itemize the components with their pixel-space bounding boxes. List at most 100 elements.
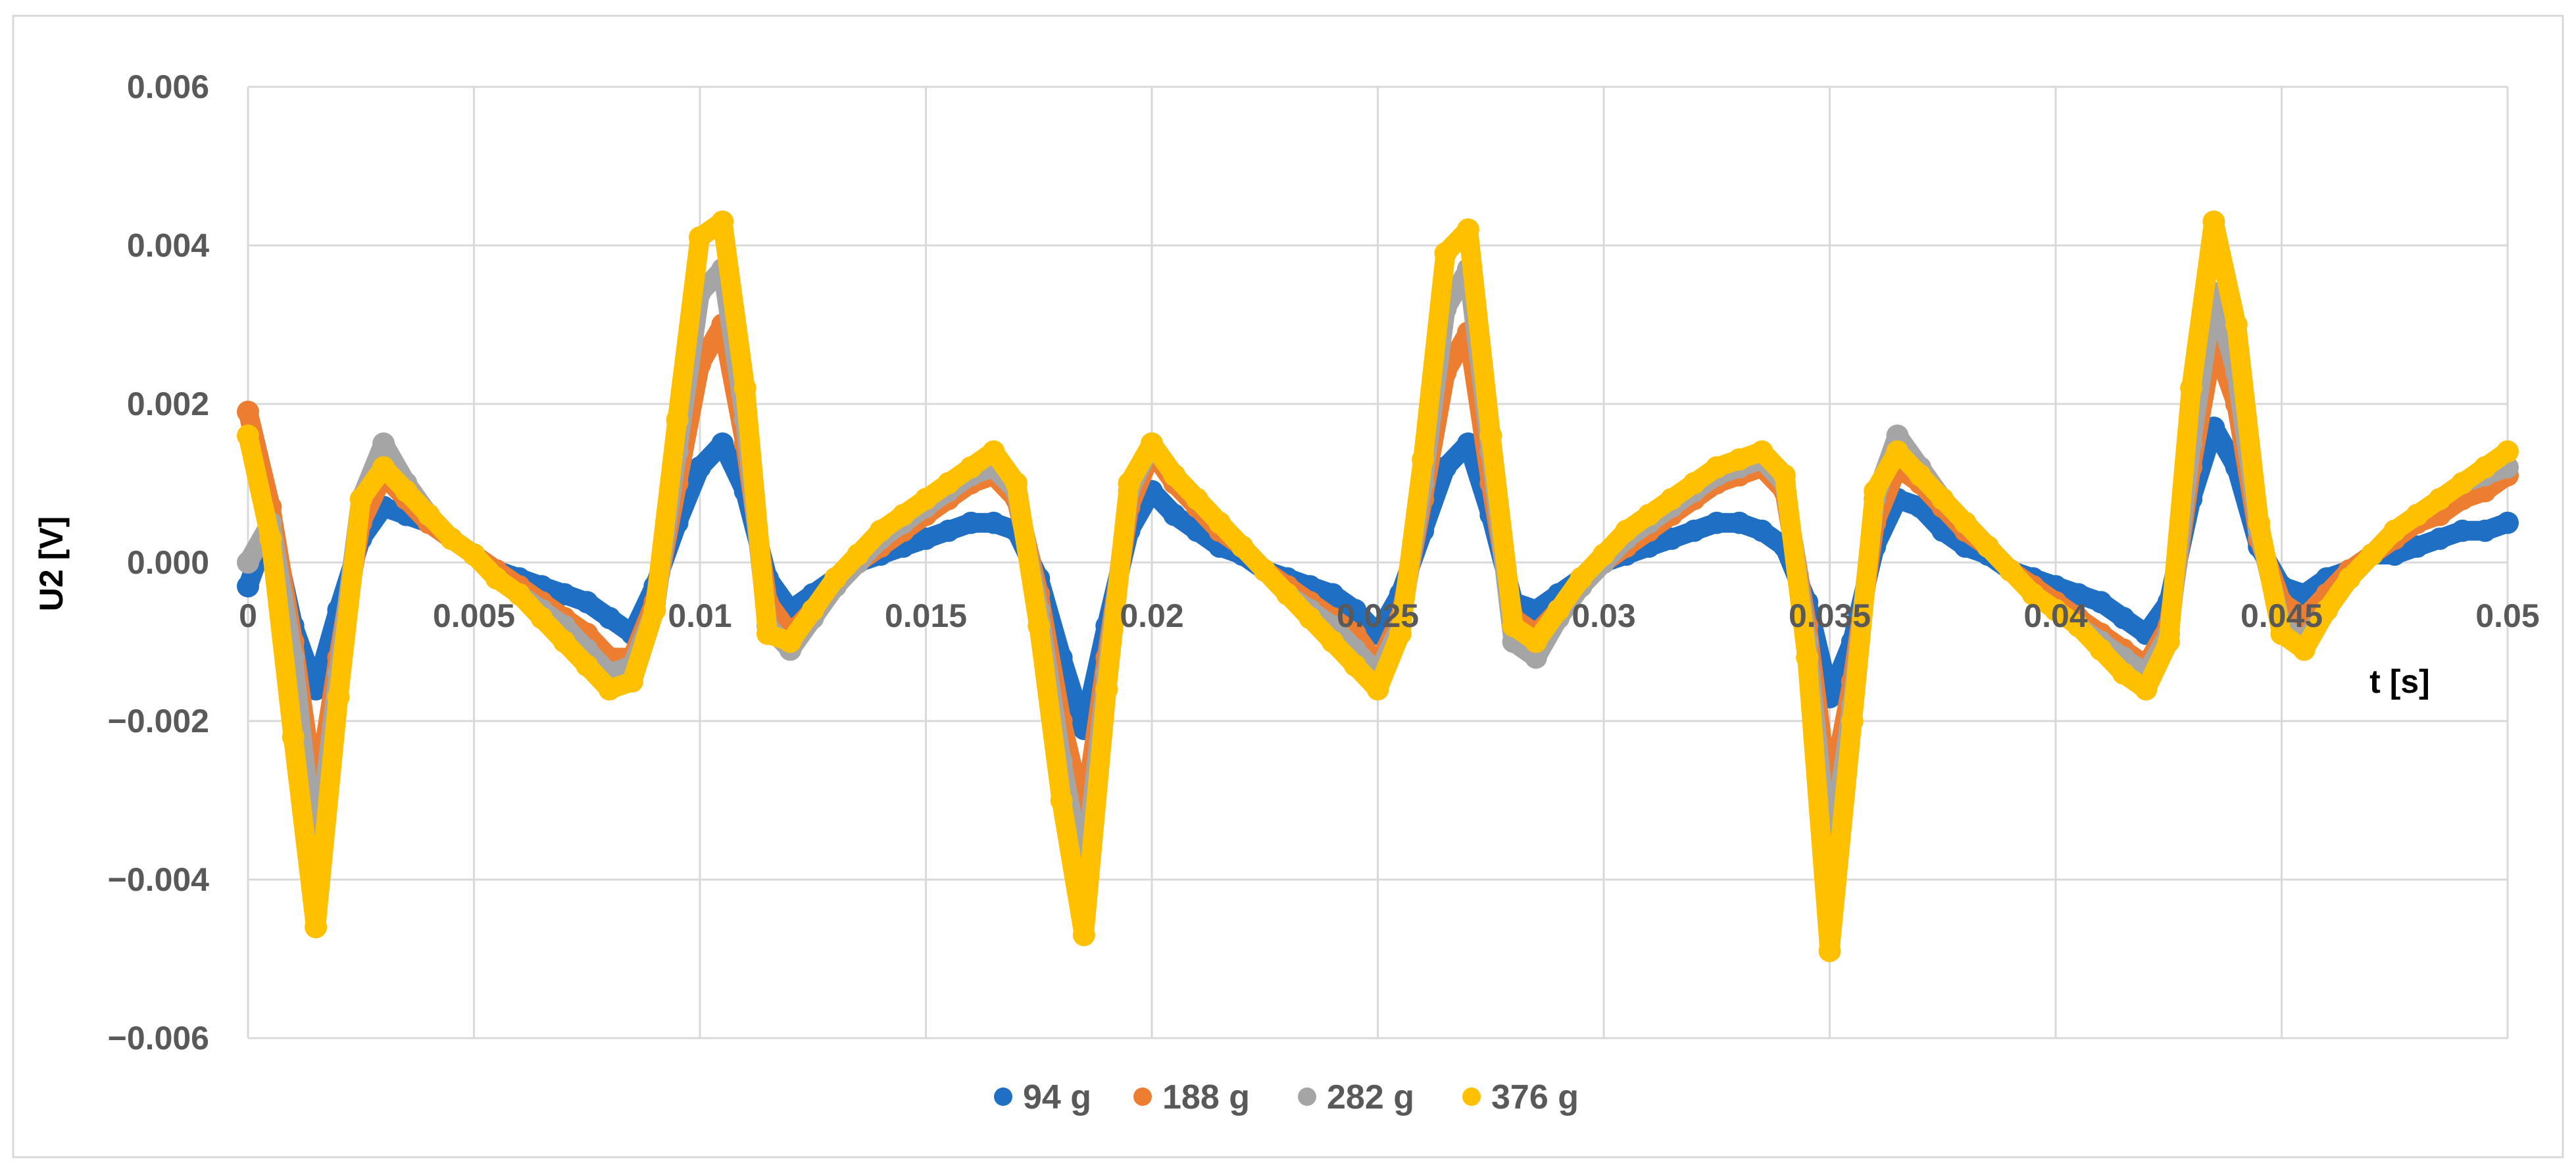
data-point [2021, 583, 2044, 606]
data-point [349, 487, 372, 511]
x-tick-label: 0.03 [1572, 597, 1635, 634]
data-point [1637, 503, 1660, 526]
data-point [982, 440, 1005, 463]
data-point [1570, 567, 1593, 590]
data-point [2112, 607, 2135, 630]
data-point [1050, 789, 1073, 812]
data-point [937, 472, 960, 495]
data-point [1276, 583, 1299, 606]
data-point [395, 480, 418, 503]
data-point [2316, 599, 2339, 622]
data-point [2451, 472, 2474, 495]
data-point [801, 599, 824, 622]
series-4 [237, 210, 2519, 962]
data-point [1728, 511, 1751, 534]
data-point [1796, 646, 1819, 669]
data-point [2406, 503, 2429, 526]
grid [247, 86, 2509, 1039]
data-point [824, 567, 847, 590]
data-point [756, 622, 779, 645]
data-point [237, 575, 259, 598]
data-point [621, 670, 643, 693]
data-point [1818, 939, 1841, 962]
y-axis-ticks: −0.006 −0.004 −0.002 0.000 0.002 0.004 0.006 [108, 68, 210, 1057]
legend-label: 376 g [1491, 1078, 1579, 1116]
data-point [869, 519, 892, 542]
legend-marker [1298, 1087, 1316, 1106]
data-point [779, 630, 802, 653]
data-point [1660, 487, 1683, 511]
data-point [960, 456, 983, 479]
data-point [1683, 519, 1706, 542]
data-point [259, 527, 282, 550]
data-point [1434, 242, 1457, 264]
y-tick-label: −0.002 [108, 703, 209, 739]
data-point [2292, 638, 2316, 661]
data-point [1456, 218, 1479, 241]
data-point [2360, 543, 2383, 566]
data-point [2496, 511, 2519, 534]
data-point [1864, 480, 1887, 503]
data-point [327, 686, 350, 709]
data-point [960, 511, 983, 534]
data-point [1434, 456, 1457, 479]
data-point [711, 432, 734, 455]
data-point [1456, 432, 1479, 455]
data-point [1479, 424, 1502, 447]
data-point [1321, 630, 1344, 653]
data-point [1208, 511, 1231, 534]
data-point [689, 226, 711, 249]
x-tick-label: 0.045 [2241, 597, 2323, 634]
legend: 94 g 188 g 282 g 376 g [994, 1078, 1579, 1116]
series-group [237, 210, 2519, 962]
data-point [2112, 662, 2135, 685]
data-point [2496, 440, 2519, 463]
data-point [2248, 511, 2271, 534]
y-tick-label: 0.002 [127, 386, 209, 422]
data-point [1547, 599, 1570, 622]
data-point [553, 630, 576, 653]
data-point [1886, 440, 1909, 463]
data-point [1231, 535, 1254, 558]
data-point [2406, 535, 2429, 558]
data-point [2067, 583, 2090, 606]
data-point [2067, 614, 2090, 637]
legend-label: 94 g [1023, 1078, 1091, 1116]
data-point [1004, 472, 1028, 495]
data-point [914, 487, 937, 511]
legend-item: 188 g [1133, 1078, 1250, 1116]
data-point [2270, 622, 2293, 645]
data-point [1524, 646, 1547, 669]
data-point [1886, 424, 1909, 447]
data-point [1750, 519, 1773, 542]
x-tick-label: 0.005 [433, 597, 515, 634]
x-tick-label: 0.04 [2023, 597, 2088, 634]
x-tick-label: 0.02 [1120, 597, 1183, 634]
data-point [1366, 678, 1389, 701]
data-point [462, 543, 485, 566]
data-point [1954, 511, 1977, 534]
data-point [733, 376, 756, 399]
data-point [2157, 630, 2180, 653]
data-point [372, 456, 395, 479]
data-point [689, 456, 711, 479]
data-point [1773, 464, 1796, 487]
data-point [1141, 432, 1163, 455]
legend-label: 188 g [1162, 1078, 1250, 1116]
x-tick-label: 0.015 [885, 597, 967, 634]
data-point [1705, 511, 1728, 534]
data-point [2338, 567, 2361, 590]
data-point [1344, 654, 1367, 677]
data-point [440, 527, 463, 550]
data-point [598, 607, 621, 630]
data-point [1163, 464, 1186, 487]
data-point [305, 916, 328, 939]
data-point [2428, 527, 2451, 550]
data-point [1344, 599, 1367, 622]
x-axis-title: t [s] [2369, 663, 2430, 700]
data-point [508, 583, 531, 606]
data-point [2044, 599, 2067, 622]
legend-marker [994, 1087, 1012, 1106]
y-axis-title: U2 [V] [33, 516, 70, 611]
